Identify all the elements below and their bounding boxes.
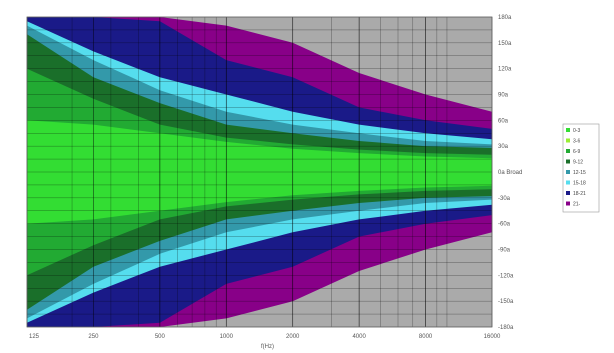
contour-bands: [27, 17, 492, 327]
y-tick-label: 90a: [498, 93, 509, 99]
legend-label: 12-15: [573, 170, 586, 176]
x-tick-label: 4000: [352, 334, 366, 340]
y-tick-label: 150a: [498, 41, 512, 47]
y-tick-label: -60a: [498, 222, 511, 228]
x-tick-label: 8000: [419, 334, 433, 340]
legend-label: 3-6: [573, 139, 580, 145]
x-tick-label: 125: [29, 334, 40, 340]
legend-swatch: [566, 180, 570, 185]
y-tick-label: 30a: [498, 144, 509, 150]
x-tick-label: 16000: [484, 334, 501, 340]
legend-label: 21-: [573, 202, 581, 208]
plot-frame: [26, 16, 493, 328]
legend-box: [562, 123, 600, 213]
x-tick-labels: 125 250 500 1000 2000 4000 8000 16000: [29, 334, 501, 340]
x-tick-label: 2000: [286, 334, 300, 340]
y-tick-label: -150a: [498, 299, 514, 305]
legend-label: 6-9: [573, 149, 580, 155]
legend-swatch: [566, 128, 570, 132]
legend-swatch: [566, 149, 570, 153]
x-tick-label: 1000: [220, 334, 234, 340]
x-tick-label: 250: [88, 334, 99, 340]
legend-label: 15-18: [573, 181, 586, 187]
legend-swatch: [566, 191, 570, 195]
legend: 0-3 3-6 6-9 9-12 12-15 15-18 18-21 21-: [562, 123, 600, 213]
grid-lines: [26, 16, 493, 328]
x-axis-label: f(Hz): [261, 344, 274, 350]
y-tick-label: 180a: [498, 15, 512, 21]
y-tick-labels: 180a 150a 120a 90a 60a 30a 0a Broad -30a -60a -90…: [498, 15, 522, 331]
legend-swatch: [566, 138, 570, 143]
x-tick-label: 500: [155, 334, 166, 340]
legend-label: 0-3: [573, 128, 580, 134]
contour-band: [27, 120, 492, 224]
y-tick-label: -30a: [498, 196, 511, 202]
legend-swatch: [566, 201, 570, 206]
legend-label: 18-21: [573, 191, 586, 197]
y-tick-label: 120a: [498, 67, 512, 73]
legend-swatch: [566, 170, 570, 174]
y-tick-label: -120a: [498, 273, 514, 279]
legend-label: 9-12: [573, 160, 583, 166]
y-tick-label: 0a Broad: [498, 170, 522, 176]
y-tick-label: -90a: [498, 248, 511, 254]
y-tick-label: 60a: [498, 118, 509, 124]
legend-swatch: [566, 159, 570, 164]
y-tick-label: -180a: [498, 325, 514, 331]
